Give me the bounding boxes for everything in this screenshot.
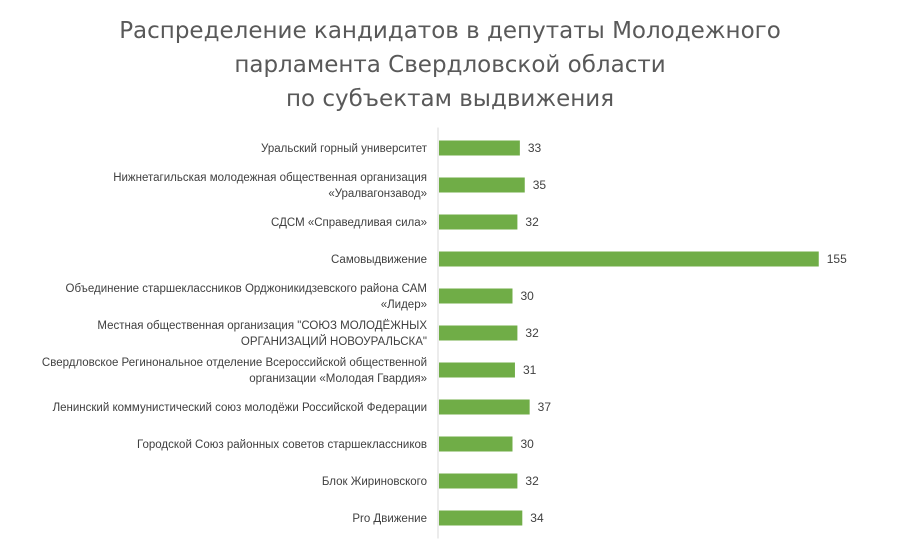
data-label-3: 155: [827, 252, 847, 266]
category-label-8-line-0: Городской Союз районных советов старшекл…: [137, 439, 427, 451]
bar-0: [439, 140, 520, 156]
category-label-7-line-0: Ленинский коммунистический союз молодёжи…: [53, 402, 427, 414]
category-label-2-line-0: СДСМ «Справедливая сила»: [271, 217, 427, 229]
category-label-5-line-1: ОРГАНИЗАЦИЙ НОВОУРАЛЬСКА": [241, 335, 427, 348]
chart-title-line-2: парламента Свердловской области: [234, 52, 666, 78]
bar-10: [439, 510, 523, 526]
data-label-6: 31: [523, 363, 537, 377]
data-label-2: 32: [525, 215, 539, 229]
category-label-9-line-0: Блок Жириновского: [322, 476, 427, 488]
data-label-8: 30: [521, 437, 535, 451]
bar-5: [439, 325, 518, 341]
category-label-4-line-0: Объединение старшеклассников Орджоникидз…: [66, 283, 427, 295]
bar-3: [439, 251, 819, 267]
data-label-10: 34: [530, 511, 544, 525]
chart-title: Распределение кандидатов в депутаты Моло…: [0, 14, 900, 116]
bar-2: [439, 214, 518, 230]
bar-6: [439, 362, 515, 378]
data-label-0: 33: [528, 141, 542, 155]
category-label-3-line-0: Самовыдвижение: [331, 254, 427, 266]
bar-7: [439, 399, 530, 415]
data-label-9: 32: [525, 474, 539, 488]
category-label-10-line-0: Pro Движение: [352, 513, 427, 525]
chart-title-line-1: Распределение кандидатов в депутаты Моло…: [119, 18, 781, 44]
data-label-4: 30: [521, 289, 535, 303]
data-label-5: 32: [525, 326, 539, 340]
category-label-4-line-1: «Лидер»: [381, 299, 427, 311]
category-label-1-line-1: «Уралвагонзавод»: [328, 188, 427, 200]
category-label-0-line-0: Уральский горный университет: [261, 143, 428, 155]
bar-9: [439, 473, 518, 489]
category-label-6-line-1: организации «Молодая Гвардия»: [249, 373, 427, 385]
data-label-1: 35: [533, 178, 547, 192]
bar-1: [439, 177, 525, 193]
bar-8: [439, 436, 513, 452]
category-label-6-line-0: Свердловское Регинональное отделение Все…: [42, 357, 427, 369]
bar-4: [439, 288, 513, 304]
category-label-5-line-0: Местная общественная организация "СОЮЗ М…: [97, 320, 427, 332]
category-label-1-line-0: Нижнетагильская молодежная общественная …: [113, 172, 427, 184]
chart-title-line-3: по субъектам выдвижения: [285, 86, 615, 112]
data-label-7: 37: [538, 400, 552, 414]
